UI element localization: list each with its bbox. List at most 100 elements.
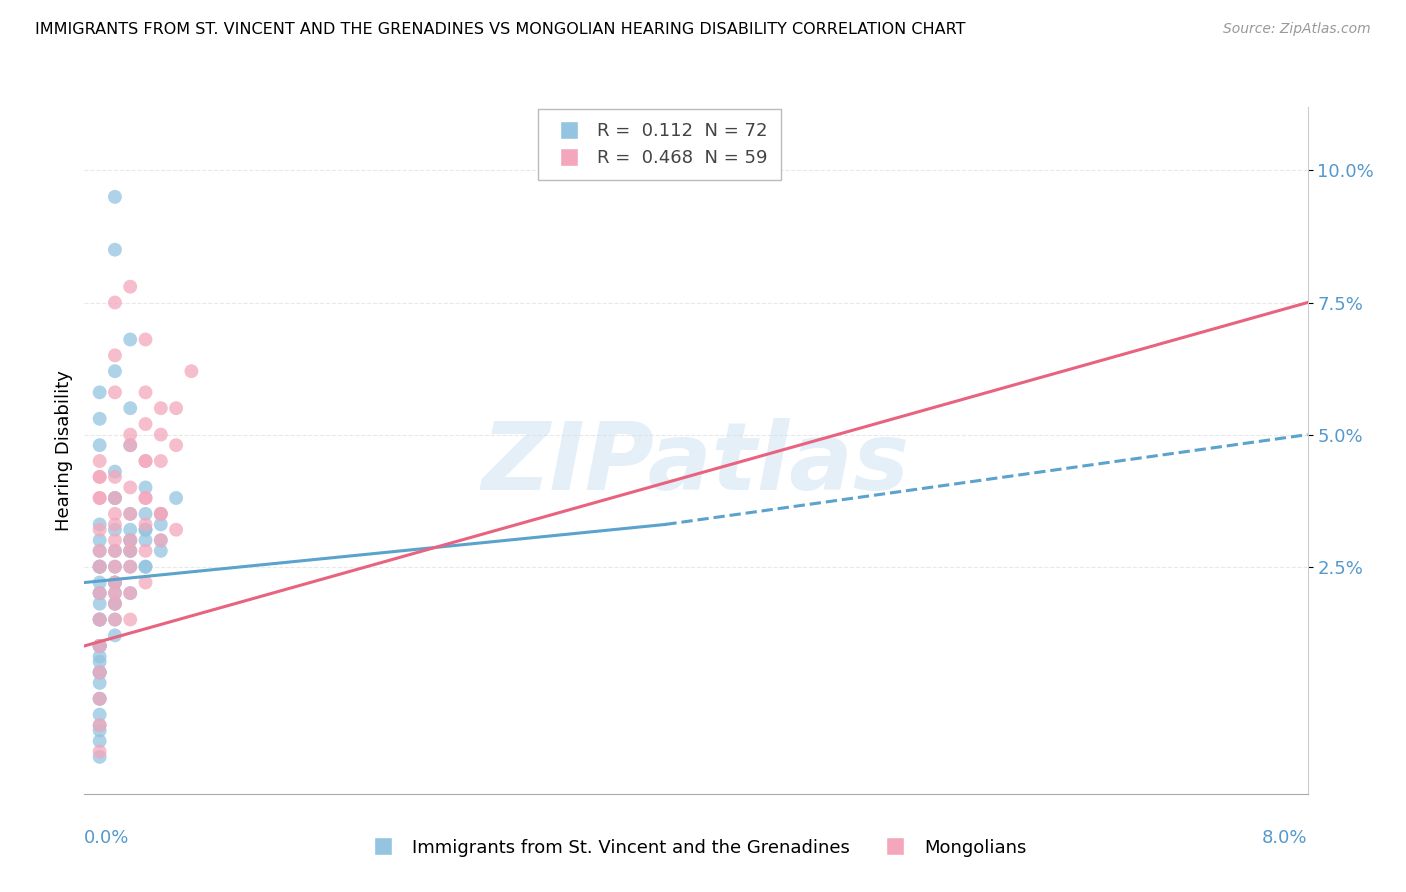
Point [120, 544, 142, 558]
Point [120, 438, 142, 452]
Point [89, 639, 111, 653]
Point [89, 734, 111, 748]
Point [104, 491, 127, 505]
Point [135, 507, 157, 521]
Point [104, 628, 127, 642]
Point [89, 544, 111, 558]
Point [104, 559, 127, 574]
Point [89, 745, 111, 759]
Point [135, 454, 157, 468]
Point [165, 401, 187, 416]
Point [89, 575, 111, 590]
Point [135, 491, 157, 505]
Point [89, 559, 111, 574]
Point [89, 533, 111, 548]
Point [120, 533, 142, 548]
Point [104, 465, 127, 479]
Point [89, 559, 111, 574]
Text: ZIPatlas: ZIPatlas [482, 418, 910, 510]
Legend: Immigrants from St. Vincent and the Grenadines, Mongolians: Immigrants from St. Vincent and the Gren… [359, 831, 1033, 863]
Point [135, 559, 157, 574]
Point [104, 491, 127, 505]
Point [120, 559, 142, 574]
Point [104, 385, 127, 400]
Point [89, 639, 111, 653]
Point [104, 559, 127, 574]
Y-axis label: Hearing Disability: Hearing Disability [55, 370, 73, 531]
Point [120, 279, 142, 293]
Point [89, 665, 111, 680]
Point [120, 427, 142, 442]
Point [89, 523, 111, 537]
Point [89, 691, 111, 706]
Point [135, 480, 157, 494]
Point [89, 665, 111, 680]
Point [165, 523, 187, 537]
Point [135, 523, 157, 537]
Point [120, 586, 142, 600]
Point [149, 507, 172, 521]
Point [149, 517, 172, 532]
Point [89, 639, 111, 653]
Point [120, 533, 142, 548]
Point [89, 586, 111, 600]
Point [120, 507, 142, 521]
Point [165, 438, 187, 452]
Text: 8.0%: 8.0% [1263, 829, 1308, 847]
Point [104, 348, 127, 362]
Point [89, 639, 111, 653]
Point [149, 533, 172, 548]
Point [89, 639, 111, 653]
Point [89, 438, 111, 452]
Point [104, 523, 127, 537]
Point [135, 544, 157, 558]
Point [104, 243, 127, 257]
Point [89, 411, 111, 425]
Point [104, 597, 127, 611]
Point [149, 507, 172, 521]
Point [120, 544, 142, 558]
Point [89, 613, 111, 627]
Point [89, 613, 111, 627]
Point [120, 523, 142, 537]
Point [89, 559, 111, 574]
Point [149, 544, 172, 558]
Point [89, 597, 111, 611]
Point [120, 586, 142, 600]
Point [89, 707, 111, 722]
Point [89, 691, 111, 706]
Point [149, 507, 172, 521]
Point [89, 559, 111, 574]
Text: Source: ZipAtlas.com: Source: ZipAtlas.com [1223, 22, 1371, 37]
Point [89, 723, 111, 738]
Point [165, 491, 187, 505]
Point [180, 364, 202, 378]
Point [149, 533, 172, 548]
Point [89, 544, 111, 558]
Point [89, 750, 111, 764]
Point [135, 559, 157, 574]
Point [89, 718, 111, 732]
Point [135, 533, 157, 548]
Point [89, 655, 111, 669]
Point [104, 517, 127, 532]
Point [120, 333, 142, 347]
Point [89, 586, 111, 600]
Point [120, 613, 142, 627]
Point [135, 491, 157, 505]
Point [149, 401, 172, 416]
Point [120, 480, 142, 494]
Point [104, 586, 127, 600]
Point [120, 401, 142, 416]
Point [120, 559, 142, 574]
Point [89, 665, 111, 680]
Point [149, 427, 172, 442]
Point [89, 491, 111, 505]
Point [135, 517, 157, 532]
Point [104, 190, 127, 204]
Point [120, 544, 142, 558]
Point [104, 364, 127, 378]
Point [89, 586, 111, 600]
Point [135, 333, 157, 347]
Point [135, 575, 157, 590]
